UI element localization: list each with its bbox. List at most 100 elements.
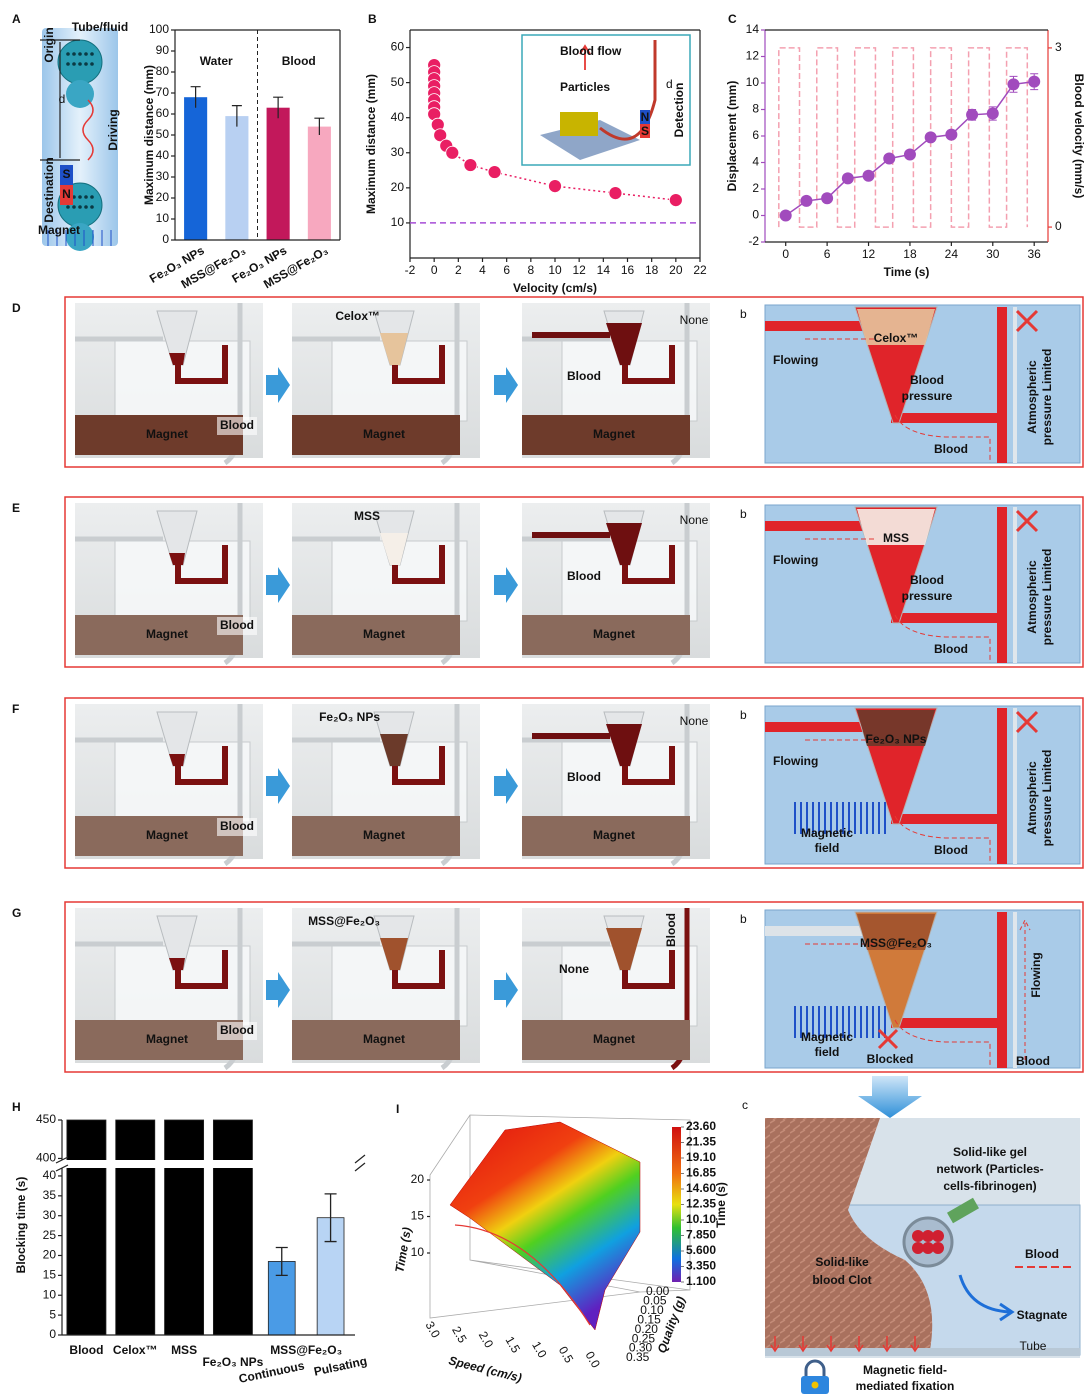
limited-label: pressure Limited — [1040, 549, 1054, 646]
gel-label: Solid-like gel — [953, 1145, 1027, 1159]
clot-label: blood Clot — [812, 1273, 871, 1287]
y2-tick-label: 0 — [1055, 219, 1062, 233]
sub-label: b — [740, 912, 747, 926]
y-tick-label: 0 — [162, 232, 169, 246]
point — [883, 153, 895, 165]
pipe — [765, 722, 865, 732]
magnet-label: Magnet — [363, 427, 405, 441]
colorbar-tick-label: 23.60 — [686, 1119, 716, 1133]
pole: S — [62, 167, 70, 181]
pole: N — [62, 187, 71, 201]
x-tick-label: Fe₂O₃ NPs — [202, 1355, 263, 1369]
x-tick-label: 14 — [597, 263, 611, 277]
blood-label: Blood — [664, 913, 678, 947]
y-tick-label: 30 — [391, 145, 405, 159]
magnet-label: Magnet — [593, 427, 635, 441]
group-label: MSS@Fe₂O₃ — [270, 1343, 342, 1357]
blood-label: Blood — [220, 1023, 254, 1037]
x-axis-label: Velocity (cm/s) — [513, 281, 597, 295]
point — [925, 131, 937, 143]
x-tick-label: Pulsating — [313, 1354, 369, 1379]
panel-label: D — [12, 301, 21, 315]
origin: Origin — [42, 27, 56, 62]
y-tick-label: 5 — [49, 1307, 56, 1321]
bottom-pipe — [891, 1018, 1001, 1028]
blood-label: Blood — [567, 569, 601, 583]
colorbar-tick-label: 21.35 — [686, 1135, 716, 1149]
y-tick-label: 30 — [156, 169, 170, 183]
y-tick-label: 50 — [156, 127, 170, 141]
x-tick-label: Blood — [69, 1343, 103, 1357]
y-tick-label: 80 — [156, 64, 170, 78]
vent — [1013, 912, 1017, 1068]
y-tick-label: 10 — [746, 75, 760, 89]
bottom-pipe — [891, 413, 1001, 423]
bar — [116, 1120, 155, 1335]
pipe — [765, 321, 865, 331]
figure: OriginDestinationdDrivingTube/fluidMagne… — [0, 0, 1089, 1397]
right-pipe — [997, 307, 1007, 463]
z-tick-label: 20 — [411, 1172, 425, 1186]
y-tick-label: 400 — [36, 1151, 56, 1165]
colorbar-tick-label: 1.100 — [686, 1274, 716, 1288]
cell — [932, 1242, 944, 1254]
dot — [90, 52, 94, 56]
flowing-label: Flowing — [773, 754, 818, 768]
y-tick-label: 35 — [43, 1188, 57, 1202]
x-tick-label: MSS — [171, 1343, 197, 1357]
colorbar-tick-label: 16.85 — [686, 1166, 716, 1180]
surface — [450, 1122, 640, 1330]
point — [842, 172, 854, 184]
y-tick-label: 90 — [156, 43, 170, 57]
x-tick-label: 22 — [693, 263, 707, 277]
fixation-label: mediated fixation — [856, 1379, 955, 1393]
blood-label: Blood — [567, 770, 601, 784]
pump — [560, 112, 598, 136]
panel-label: G — [12, 906, 21, 920]
magnet-label: Magnet — [146, 427, 188, 441]
step-arrow — [494, 567, 518, 603]
blood-flow: Blood flow — [560, 44, 622, 58]
point — [549, 180, 562, 193]
particle-ball — [58, 40, 102, 84]
sub-label: b — [740, 507, 747, 521]
magnet-label: Magnet — [146, 1032, 188, 1046]
bar — [165, 1120, 204, 1335]
x-axis-label: Time (s) — [884, 265, 930, 279]
dot — [84, 205, 88, 209]
step-arrow — [266, 768, 290, 804]
x-tick-label: Celox™ — [113, 1343, 158, 1357]
step-arrow — [494, 768, 518, 804]
colorbar-tick-label: 7.850 — [686, 1228, 716, 1242]
x-tick-label: 0.5 — [556, 1344, 577, 1366]
y-tick-label: 15 — [43, 1268, 57, 1282]
d-label: d — [59, 92, 66, 106]
colorbar-tick-label: 3.350 — [686, 1259, 716, 1273]
field-label: Magnetic — [801, 1030, 853, 1044]
y-tick-label: 10 — [43, 1287, 57, 1301]
x-tick-label: 16 — [621, 263, 635, 277]
y-tick-label: 40 — [156, 148, 170, 162]
particles: Particles — [560, 80, 610, 94]
dot — [66, 52, 70, 56]
colorbar-tick-label: 5.600 — [686, 1243, 716, 1257]
x-tick-label: 8 — [527, 263, 534, 277]
y-tick-label: 40 — [391, 110, 405, 124]
dot — [78, 52, 82, 56]
bar — [184, 97, 207, 240]
x-tick-label: 30 — [986, 247, 1000, 261]
blood-label: Blood — [934, 642, 968, 656]
magnet-label: Magnet — [593, 1032, 635, 1046]
sub-label: c — [742, 1098, 748, 1112]
colorbar-label: Time (s) — [714, 1182, 728, 1228]
step-arrow — [266, 972, 290, 1008]
y-tick-label: 0 — [49, 1327, 56, 1341]
x-tick-label: 36 — [1028, 247, 1042, 261]
agent-label: Fe₂O₃ NPs — [319, 710, 380, 724]
point — [464, 159, 477, 172]
dot — [90, 205, 94, 209]
y-tick-label: -2 — [748, 234, 759, 248]
limited-label: pressure Limited — [1040, 349, 1054, 446]
pipe — [765, 926, 865, 936]
point — [800, 195, 812, 207]
